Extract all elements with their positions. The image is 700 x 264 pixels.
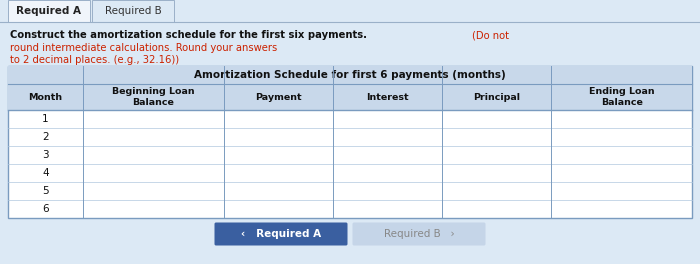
FancyBboxPatch shape xyxy=(0,22,700,66)
Text: Beginning Loan
Balance: Beginning Loan Balance xyxy=(112,87,195,107)
Text: Principal: Principal xyxy=(473,92,520,101)
FancyBboxPatch shape xyxy=(353,223,486,246)
Text: to 2 decimal places. (e.g., 32.16)): to 2 decimal places. (e.g., 32.16)) xyxy=(10,55,179,65)
Text: 5: 5 xyxy=(42,186,49,196)
Text: Month: Month xyxy=(29,92,62,101)
FancyBboxPatch shape xyxy=(8,0,90,22)
FancyBboxPatch shape xyxy=(92,0,174,22)
Text: Amortization Schedule for first 6 payments (months): Amortization Schedule for first 6 paymen… xyxy=(194,70,506,80)
Text: 6: 6 xyxy=(42,204,49,214)
Text: Ending Loan
Balance: Ending Loan Balance xyxy=(589,87,654,107)
Text: 2: 2 xyxy=(42,132,49,142)
Text: Required B: Required B xyxy=(104,6,162,16)
Text: 3: 3 xyxy=(42,150,49,160)
Text: Construct the amortization schedule for the first six payments.: Construct the amortization schedule for … xyxy=(10,30,367,40)
Text: 4: 4 xyxy=(42,168,49,178)
Text: Required B   ›: Required B › xyxy=(384,229,454,239)
Text: ‹   Required A: ‹ Required A xyxy=(241,229,321,239)
Text: Payment: Payment xyxy=(255,92,302,101)
Text: 1: 1 xyxy=(42,114,49,124)
FancyBboxPatch shape xyxy=(214,223,347,246)
FancyBboxPatch shape xyxy=(8,84,692,110)
Text: (Do not: (Do not xyxy=(472,30,509,40)
FancyBboxPatch shape xyxy=(8,66,692,84)
Text: Interest: Interest xyxy=(366,92,409,101)
Text: round intermediate calculations. Round your answers: round intermediate calculations. Round y… xyxy=(10,43,277,53)
Text: Required A: Required A xyxy=(17,6,81,16)
FancyBboxPatch shape xyxy=(8,66,692,218)
